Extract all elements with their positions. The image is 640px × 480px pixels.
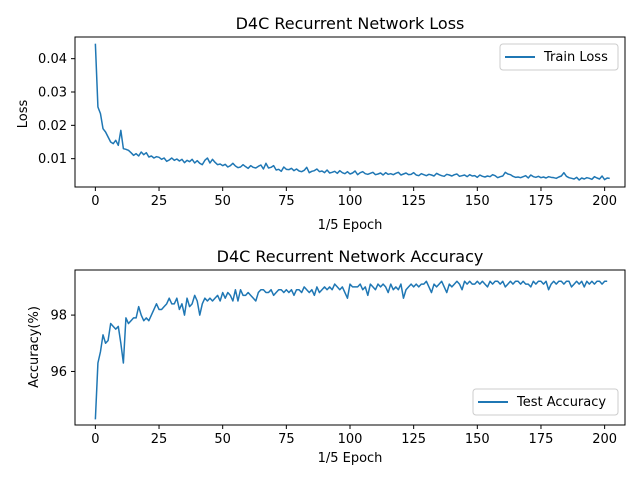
accuracy-y-axis-label: Accuracy(%) (27, 306, 42, 388)
accuracy-x-tick-label: 75 (278, 432, 295, 447)
accuracy-x-tick-label: 50 (214, 432, 231, 447)
accuracy-y-tick-label: 96 (50, 365, 67, 380)
accuracy-x-tick-label: 25 (151, 432, 168, 447)
accuracy-x-tick-label: 0 (91, 432, 99, 447)
accuracy-plot-area: 0 25 50 75 100 125 150 175 200 96 98 (50, 269, 626, 447)
accuracy-legend-label: Test Accuracy (516, 395, 606, 410)
loss-y-axis-label: Loss (16, 100, 31, 129)
accuracy-x-tick-label: 200 (592, 432, 617, 447)
accuracy-x-tick-label: 175 (529, 432, 554, 447)
accuracy-x-tick-label: 150 (465, 432, 490, 447)
loss-y-tick-label: 0.03 (38, 86, 67, 101)
accuracy-x-tick-label: 100 (338, 432, 363, 447)
accuracy-chart-title: D4C Recurrent Network Accuracy (217, 247, 484, 266)
loss-x-tick-label: 50 (214, 194, 231, 209)
accuracy-y-tick-label: 98 (50, 309, 67, 324)
loss-x-axis-label: 1/5 Epoch (318, 218, 383, 233)
loss-x-tick-label: 25 (151, 194, 168, 209)
loss-legend-label: Train Loss (543, 50, 608, 65)
loss-chart: D4C Recurrent Network Loss 0 25 50 75 100 125… (16, 14, 626, 233)
loss-legend-box (499, 43, 619, 71)
accuracy-x-tick-label: 125 (401, 432, 426, 447)
accuracy-series-line-0 (94, 280, 608, 420)
accuracy-x-axis-label: 1/5 Epoch (318, 451, 383, 466)
loss-x-tick-label: 175 (529, 194, 554, 209)
accuracy-legend-box (472, 388, 619, 416)
loss-y-tick-label: 0.02 (38, 119, 67, 134)
loss-plot-area: 0 25 50 75 100 125 150 175 200 0.01 0.02 0.03 0.04 (38, 36, 626, 209)
loss-y-tick-label: 0.04 (38, 52, 67, 67)
loss-series-line-0 (94, 43, 610, 181)
accuracy-chart: D4C Recurrent Network Accuracy 0 25 50 75 10… (27, 247, 626, 466)
loss-x-tick-label: 150 (465, 194, 490, 209)
loss-y-tick-label: 0.01 (38, 152, 67, 167)
loss-chart-title: D4C Recurrent Network Loss (236, 14, 465, 33)
loss-x-tick-label: 75 (278, 194, 295, 209)
loss-legend: Train Loss (499, 43, 619, 71)
loss-x-tick-label: 125 (401, 194, 426, 209)
accuracy-legend: Test Accuracy (472, 388, 619, 416)
loss-x-tick-label: 200 (592, 194, 617, 209)
loss-x-tick-label: 0 (91, 194, 99, 209)
loss-x-tick-label: 100 (338, 194, 363, 209)
